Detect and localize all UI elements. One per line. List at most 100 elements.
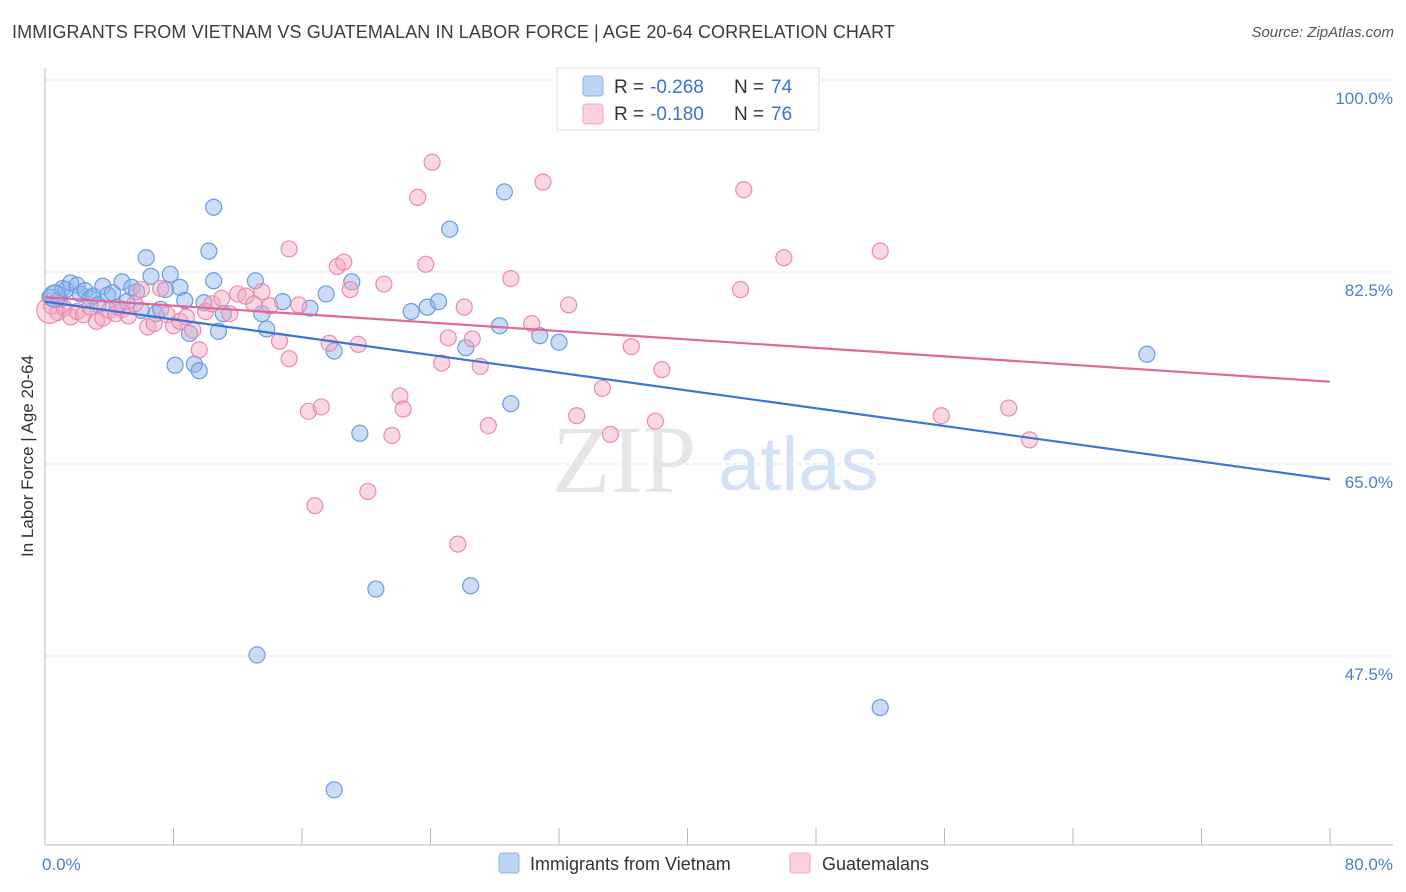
guatemalan-point	[593, 379, 611, 397]
guatemalan-point	[455, 298, 473, 316]
series-label-guatemalans: Guatemalans	[822, 854, 929, 874]
vietnam-point	[457, 339, 475, 357]
guatemalan-point	[290, 296, 308, 314]
guatemalan-point	[320, 334, 338, 352]
vietnam-point	[258, 320, 276, 338]
guatemalan-point	[190, 341, 208, 359]
guatemalan-point	[1021, 431, 1039, 449]
vietnam-point	[171, 278, 189, 296]
legend-r-value-vietnam: -0.268	[650, 77, 704, 98]
y-tick-label: 65.0%	[1345, 473, 1393, 492]
guatemalan-point	[213, 289, 231, 307]
vietnam-point	[246, 272, 265, 290]
guatemalan-point	[735, 181, 753, 199]
guatemalan-point	[731, 280, 750, 299]
source-credit: Source: ZipAtlas.com	[1251, 24, 1394, 41]
gridlines	[45, 79, 1393, 657]
y-tick-label: 47.5%	[1345, 665, 1393, 684]
vietnam-point	[301, 299, 319, 317]
y-axis-label: In Labor Force | Age 20-64	[18, 355, 37, 557]
guatemalan-point	[184, 321, 202, 339]
guatemalan-point	[932, 407, 950, 425]
y-tick-label: 100.0%	[1335, 89, 1393, 108]
vietnam-point	[367, 580, 385, 598]
vietnam-point	[325, 781, 343, 799]
vietnam-point	[62, 274, 80, 292]
guatemalan-point	[479, 417, 497, 435]
trend-lines	[44, 296, 1331, 481]
legend-n-label-vietnam: N =	[734, 77, 764, 98]
guatemalan-point	[132, 280, 150, 299]
guatemalan-point	[409, 188, 427, 206]
vietnam-point	[71, 285, 89, 303]
vietnam-point	[351, 424, 369, 442]
vietnam-point	[166, 356, 184, 374]
guatemalan-point	[417, 255, 435, 273]
guatemalan-point	[375, 275, 393, 293]
y-tick-label: 82.5%	[1345, 281, 1393, 300]
guatemalan-point	[280, 240, 298, 258]
vietnam-point	[502, 395, 520, 413]
guatemalan-point	[394, 400, 412, 418]
vietnam-point	[142, 267, 160, 285]
vietnam-point	[429, 293, 448, 311]
vietnam-point	[190, 362, 208, 380]
guatemalan-point	[653, 361, 671, 379]
vietnam-point	[550, 333, 568, 351]
vietnam-point	[317, 285, 335, 303]
legend-n-value-vietnam: 74	[771, 77, 793, 98]
series-label-vietnam: Immigrants from Vietnam	[530, 854, 731, 874]
legend-swatch-guatemalans	[582, 103, 604, 125]
series-legend: Immigrants from Vietnam Guatemalans	[498, 852, 929, 874]
legend-n-label-guatemalans: N =	[734, 104, 764, 125]
legend-swatch-vietnam	[582, 75, 604, 97]
vietnam-point	[161, 265, 179, 283]
guatemalan-point	[433, 354, 451, 372]
vietnam-point	[113, 273, 131, 291]
guatemalan-point	[622, 338, 640, 356]
guatemalan-point	[341, 280, 359, 299]
guatemalan-point	[306, 497, 324, 515]
vietnam-point	[176, 291, 194, 310]
guatemalan-point	[871, 242, 889, 260]
legend-r-label-guatemalans: R =	[614, 104, 644, 125]
chart-title: IMMIGRANTS FROM VIETNAM VS GUATEMALAN IN…	[12, 22, 896, 42]
x-tick-label-min: 0.0%	[42, 855, 81, 874]
guatemalan-point	[391, 387, 409, 405]
vietnam-point	[205, 198, 223, 216]
guatemalan-point	[423, 153, 441, 171]
vietnam-point	[462, 577, 480, 595]
series-swatch-guatemalans	[789, 852, 811, 874]
vietnam-point	[274, 293, 292, 311]
tick-labels: 47.5% 65.0% 82.5% 100.0% 0.0% 80.0%	[42, 89, 1393, 874]
guatemalan-point	[439, 329, 457, 347]
guatemalan-point	[280, 350, 298, 368]
guatemalan-point	[449, 535, 467, 553]
vietnam-point	[402, 302, 420, 321]
guatemalan-point	[299, 402, 318, 420]
guatemalan-point	[523, 314, 541, 333]
guatemalan-point	[152, 279, 170, 298]
legend-r-label-vietnam: R =	[614, 77, 644, 98]
guatemalan-point	[1000, 399, 1018, 417]
guatemalan-point	[312, 398, 330, 416]
vietnam-point	[871, 698, 889, 717]
guatemalan-trend-line	[44, 296, 1331, 383]
guatemalan-point	[261, 297, 279, 315]
guatemalan-point	[383, 426, 401, 445]
legend-r-value-guatemalans: -0.180	[650, 104, 704, 125]
vietnam-point	[205, 272, 223, 290]
vietnam-point	[248, 646, 266, 664]
guatemalan-point	[646, 412, 664, 430]
guatemalan-point	[335, 253, 353, 271]
vietnam-point	[180, 324, 199, 343]
guatemalan-point	[502, 269, 520, 288]
vietnam-point	[200, 242, 218, 260]
correlation-legend: R = -0.268 N = 74 R = -0.180 N = 76	[556, 67, 820, 131]
guatemalan-point	[253, 283, 271, 301]
guatemalan-point	[560, 296, 578, 314]
guatemalan-point	[775, 249, 793, 267]
guatemalan-point	[568, 407, 586, 425]
guatemalan-point	[145, 314, 163, 333]
